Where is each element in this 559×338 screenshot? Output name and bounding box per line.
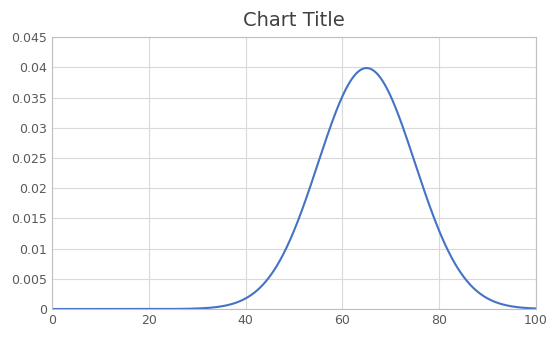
- Title: Chart Title: Chart Title: [243, 11, 345, 30]
